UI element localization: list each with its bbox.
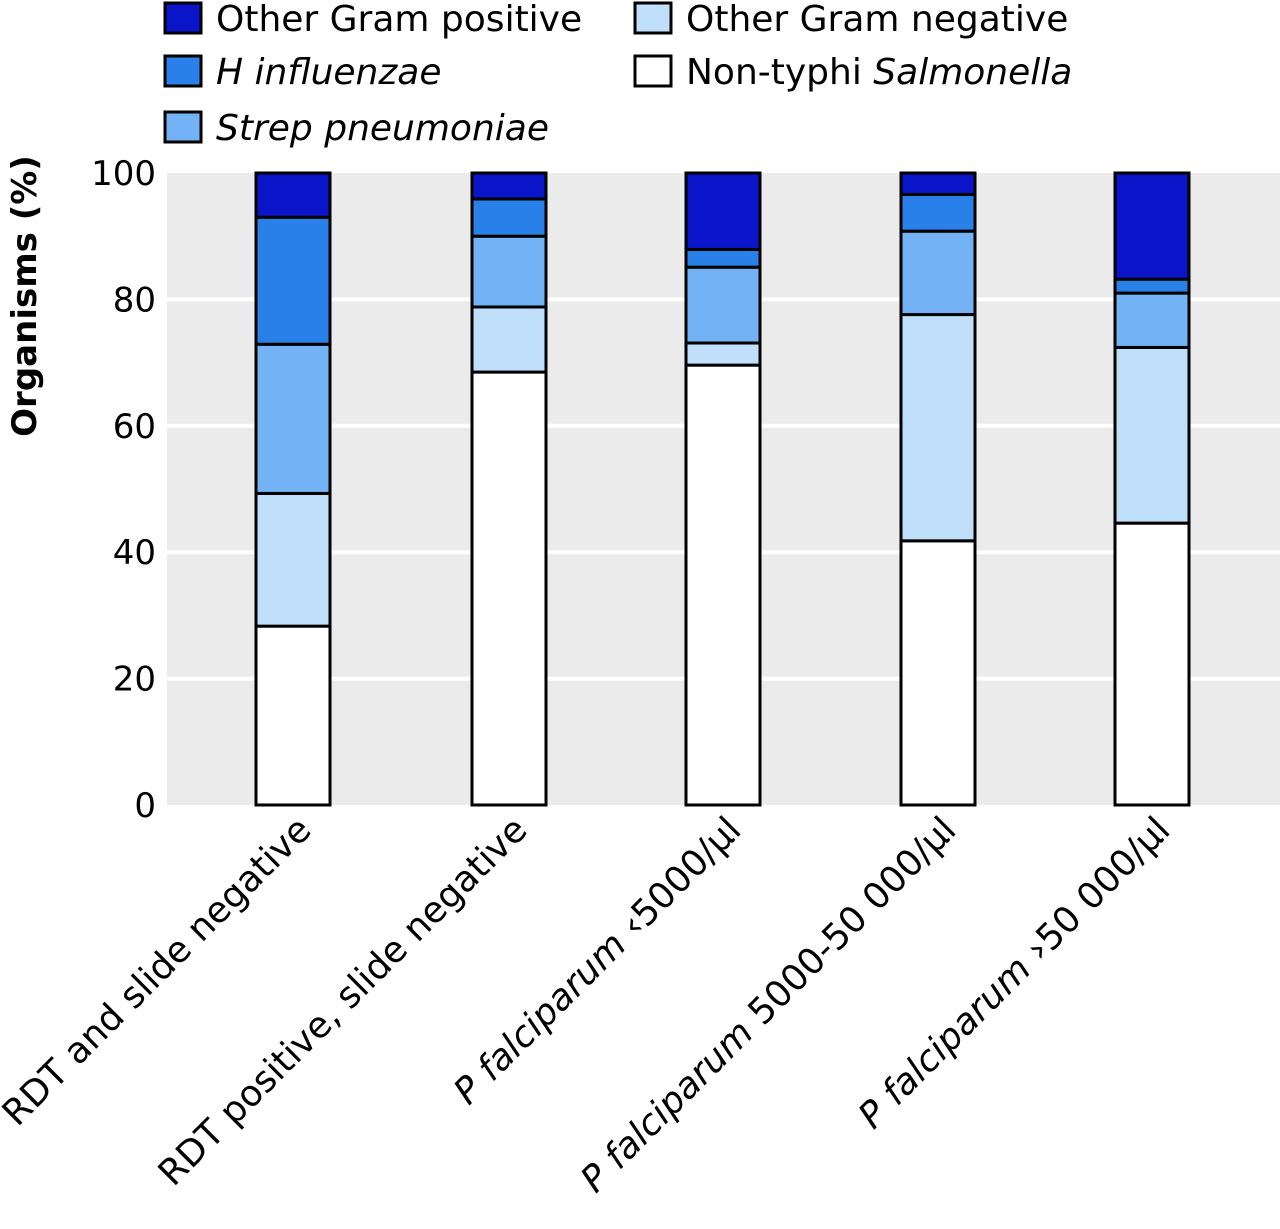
legend-item: Other Gram negative: [633, 0, 1068, 40]
legend-item: Strep pneumoniae: [163, 108, 549, 149]
bar-segment: [470, 234, 548, 309]
label-run: P falciparum: [573, 1012, 761, 1200]
legend-swatch: [163, 54, 203, 88]
bar-segment: [1113, 521, 1191, 807]
bar-segment: [254, 171, 332, 219]
bar-segment: [254, 215, 332, 346]
bar-stack: [254, 171, 332, 807]
legend-label: Strep pneumoniae: [216, 108, 549, 149]
bar-segment: [1113, 171, 1191, 281]
bar-segment: [684, 171, 762, 251]
bar-segment: [254, 342, 332, 495]
label-run: H influenzae: [216, 52, 441, 93]
legend-swatch: [163, 1, 203, 35]
bars: [254, 171, 1191, 807]
label-run: Non-typhi: [686, 52, 873, 93]
legend-swatch: [633, 54, 673, 88]
label-run: P falciparum: [446, 924, 634, 1112]
bar-stack: [899, 171, 977, 807]
y-tick-label: 60: [113, 407, 156, 447]
legend-item: H influenzae: [163, 52, 441, 93]
y-tick-label: 0: [134, 786, 156, 826]
x-tick-label: P falciparum 5000-50 000/µl: [573, 809, 964, 1200]
bar-segment: [1113, 291, 1191, 349]
legend: Other Gram positive Other Gram negative H …: [163, 0, 1072, 149]
y-axis: 0 20 40 60 80 100: [91, 154, 156, 826]
bar-segment: [899, 192, 977, 233]
y-axis-label: Organisms (%): [5, 155, 45, 437]
y-tick-label: 100: [91, 154, 156, 194]
bar-segment: [899, 539, 977, 807]
bar-segment: [684, 363, 762, 807]
y-tick-label: 40: [113, 533, 156, 573]
legend-item: Other Gram positive: [163, 0, 582, 40]
bar-segment: [684, 247, 762, 269]
bar-stack: [1113, 171, 1191, 807]
bar-segment: [899, 171, 977, 196]
legend-item: Non-typhi Salmonella: [633, 52, 1072, 93]
bar-segment: [684, 341, 762, 367]
y-tick-label: 20: [113, 660, 156, 700]
bar-segment: [1113, 277, 1191, 295]
bar-segment: [470, 305, 548, 374]
label-run: 5000-50 000/µl: [732, 809, 964, 1041]
y-tick-label: 80: [113, 280, 156, 320]
bar-stack: [684, 171, 762, 807]
bar-segment: [254, 624, 332, 807]
label-run: Salmonella: [873, 52, 1072, 93]
legend-swatch: [633, 1, 673, 35]
label-run: RDT positive, slide negative: [151, 809, 536, 1194]
label-run: P falciparum: [851, 949, 1039, 1137]
bar-segment: [470, 370, 548, 807]
label-run: Strep pneumoniae: [216, 108, 549, 149]
label-run: ‹5000/µl: [605, 809, 749, 953]
legend-swatch: [163, 110, 203, 144]
legend-label: Other Gram negative: [686, 0, 1068, 40]
bar-segment: [899, 229, 977, 317]
legend-label: Non-typhi Salmonella: [686, 52, 1072, 93]
x-tick-label: RDT positive, slide negative: [151, 809, 536, 1194]
bar-segment: [470, 171, 548, 201]
bar-stack: [470, 171, 548, 807]
bar-segment: [1113, 345, 1191, 525]
legend-label: H influenzae: [216, 52, 441, 93]
label-run: Other Gram positive: [216, 0, 582, 40]
bar-segment: [684, 265, 762, 345]
label-run: ›50 000/µl: [1010, 809, 1178, 977]
bar-segment: [899, 313, 977, 543]
bar-segment: [470, 197, 548, 238]
bar-segment: [254, 491, 332, 628]
label-run: Other Gram negative: [686, 0, 1068, 40]
legend-label: Other Gram positive: [216, 0, 582, 40]
